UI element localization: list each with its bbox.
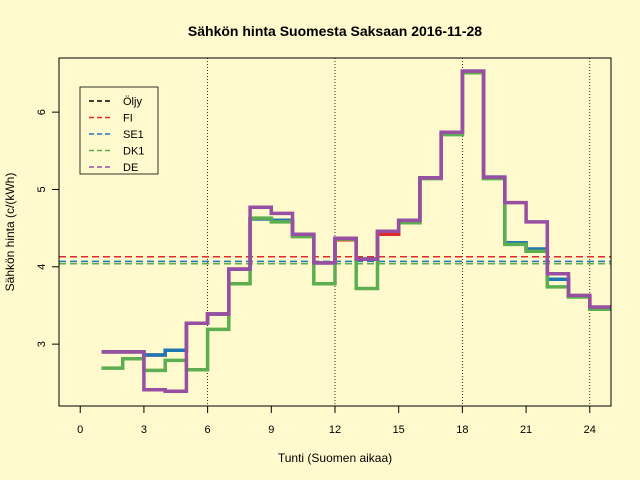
x-tick-label: 24	[584, 424, 596, 436]
y-tick-label: 4	[36, 264, 48, 270]
series-lines	[101, 69, 611, 394]
y-tick-label: 5	[36, 186, 48, 192]
x-tick-label: 0	[77, 424, 83, 436]
x-tick-label: 6	[205, 424, 211, 436]
x-tick-label: 18	[456, 424, 468, 436]
y-axis: 3 4 5 6	[36, 109, 60, 347]
legend-label: Öljy	[123, 96, 142, 108]
legend-label: SE1	[123, 129, 144, 141]
chart-title: Sähkön hinta Suomesta Saksaan 2016-11-28	[188, 23, 482, 39]
legend-label: DE	[123, 162, 138, 174]
legend-label: DK1	[123, 146, 144, 158]
y-tick-label: 3	[36, 341, 48, 347]
legend: Öljy FI SE1 DK1 DE	[79, 86, 159, 175]
series-line-4	[101, 69, 611, 394]
x-tick-label: 15	[393, 424, 405, 436]
x-tick-label: 3	[141, 424, 147, 436]
x-tick-label: 9	[268, 424, 274, 436]
x-axis: 0 3 6 9 12 15 18 21 24	[77, 405, 596, 436]
series-line-1	[101, 70, 611, 357]
y-tick-label: 6	[36, 109, 48, 115]
x-axis-label: Tunti (Suomen aikaa)	[278, 451, 392, 465]
x-tick-label: 21	[520, 424, 532, 436]
y-axis-label: Sähkön hinta (c/(kWh)	[3, 173, 17, 292]
legend-label: FI	[123, 113, 133, 125]
series-line-2	[101, 69, 611, 357]
x-tick-label: 12	[329, 424, 341, 436]
legend-box	[79, 86, 159, 175]
